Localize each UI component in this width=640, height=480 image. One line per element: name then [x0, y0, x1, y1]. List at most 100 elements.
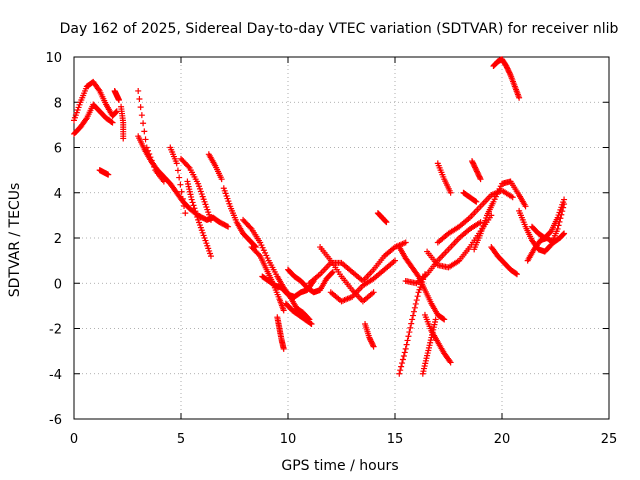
data-point	[247, 224, 254, 231]
data-point	[473, 198, 480, 205]
x-tick-label: 5	[177, 432, 185, 447]
data-point	[207, 216, 214, 223]
data-point	[406, 329, 413, 336]
data-point	[193, 211, 200, 218]
data-point	[218, 176, 225, 183]
x-tick-label: 15	[387, 432, 404, 447]
x-tick-label: 10	[280, 432, 297, 447]
data-point	[414, 293, 421, 300]
data-point	[82, 116, 89, 123]
x-tick-label: 20	[494, 432, 511, 447]
data-point	[112, 109, 119, 116]
data-point	[402, 239, 409, 246]
data-point	[177, 181, 184, 188]
data-point	[191, 205, 198, 212]
data-point	[382, 218, 389, 225]
data-point	[432, 316, 439, 323]
data-point	[109, 119, 116, 126]
data-point	[307, 320, 314, 327]
data-point	[173, 160, 180, 167]
data-point	[411, 304, 418, 311]
data-point	[401, 349, 408, 356]
data-point	[143, 144, 150, 151]
data-point	[225, 223, 232, 230]
data-point	[146, 150, 153, 157]
data-point	[160, 178, 167, 185]
data-point	[560, 231, 567, 238]
data-point	[410, 308, 417, 315]
data-point	[95, 86, 102, 93]
data-point	[404, 337, 411, 344]
y-tick-label: -4	[49, 368, 62, 383]
data-point	[410, 312, 417, 319]
data-point	[192, 208, 199, 215]
data-point	[108, 118, 115, 125]
data-point	[174, 167, 181, 174]
data-point	[178, 188, 185, 195]
data-point	[547, 242, 554, 249]
data-point	[513, 270, 520, 277]
data-point	[136, 96, 143, 103]
y-axis-title: SDTVAR / TECUs	[7, 183, 23, 298]
data-point	[554, 225, 561, 232]
data-point	[403, 341, 410, 348]
data-point	[513, 271, 520, 278]
x-tick-label: 25	[601, 432, 618, 447]
data-point	[441, 316, 448, 323]
data-point	[144, 147, 151, 154]
data-point	[399, 356, 406, 363]
data-point	[255, 251, 262, 258]
data-point	[138, 112, 145, 119]
data-point	[280, 345, 287, 352]
data-point	[561, 230, 568, 237]
data-point	[399, 360, 406, 367]
y-tick-label: 2	[54, 232, 62, 247]
data-point	[151, 163, 158, 170]
data-point	[506, 70, 513, 77]
data-point	[140, 120, 147, 127]
axis-ticks: 0 5 10 15 20 25 -6 -4 -2 0 2 4 6 8 10	[45, 51, 617, 447]
data-point	[516, 94, 523, 101]
data-point	[179, 195, 186, 202]
chart-title: Day 162 of 2025, Sidereal Day-to-day VTE…	[60, 21, 619, 37]
data-point	[405, 333, 412, 340]
data-point	[115, 96, 122, 103]
data-point	[402, 345, 409, 352]
data-point	[370, 343, 377, 350]
data-point	[370, 289, 377, 296]
data-point	[522, 203, 529, 210]
data-point	[189, 199, 196, 206]
x-axis-title: GPS time / hours	[281, 458, 398, 474]
data-point	[408, 320, 415, 327]
y-tick-label: 0	[54, 277, 62, 292]
x-tick-label: 0	[70, 432, 78, 447]
data-point	[207, 253, 214, 260]
y-tick-label: 6	[54, 142, 62, 157]
data-point	[190, 202, 197, 209]
data-point	[280, 307, 287, 314]
data-point	[182, 210, 189, 217]
data-point	[440, 315, 447, 322]
data-point	[559, 231, 566, 238]
data-point	[149, 160, 156, 167]
data-point	[369, 342, 376, 349]
data-point	[561, 196, 568, 203]
data-point	[398, 363, 405, 370]
data-point	[147, 154, 154, 161]
data-point	[329, 269, 336, 276]
data-point	[477, 219, 484, 226]
data-point	[308, 320, 315, 327]
data-point	[141, 128, 148, 135]
data-point	[509, 194, 516, 201]
data-point	[181, 203, 188, 210]
data-point	[392, 257, 398, 264]
data-point	[414, 272, 421, 279]
data-point	[142, 136, 149, 143]
data-point	[185, 163, 192, 170]
data-point	[105, 171, 112, 178]
y-tick-label: 8	[54, 96, 62, 111]
y-tick-label: -2	[49, 323, 62, 338]
data-point	[400, 352, 407, 359]
data-point	[472, 198, 479, 205]
